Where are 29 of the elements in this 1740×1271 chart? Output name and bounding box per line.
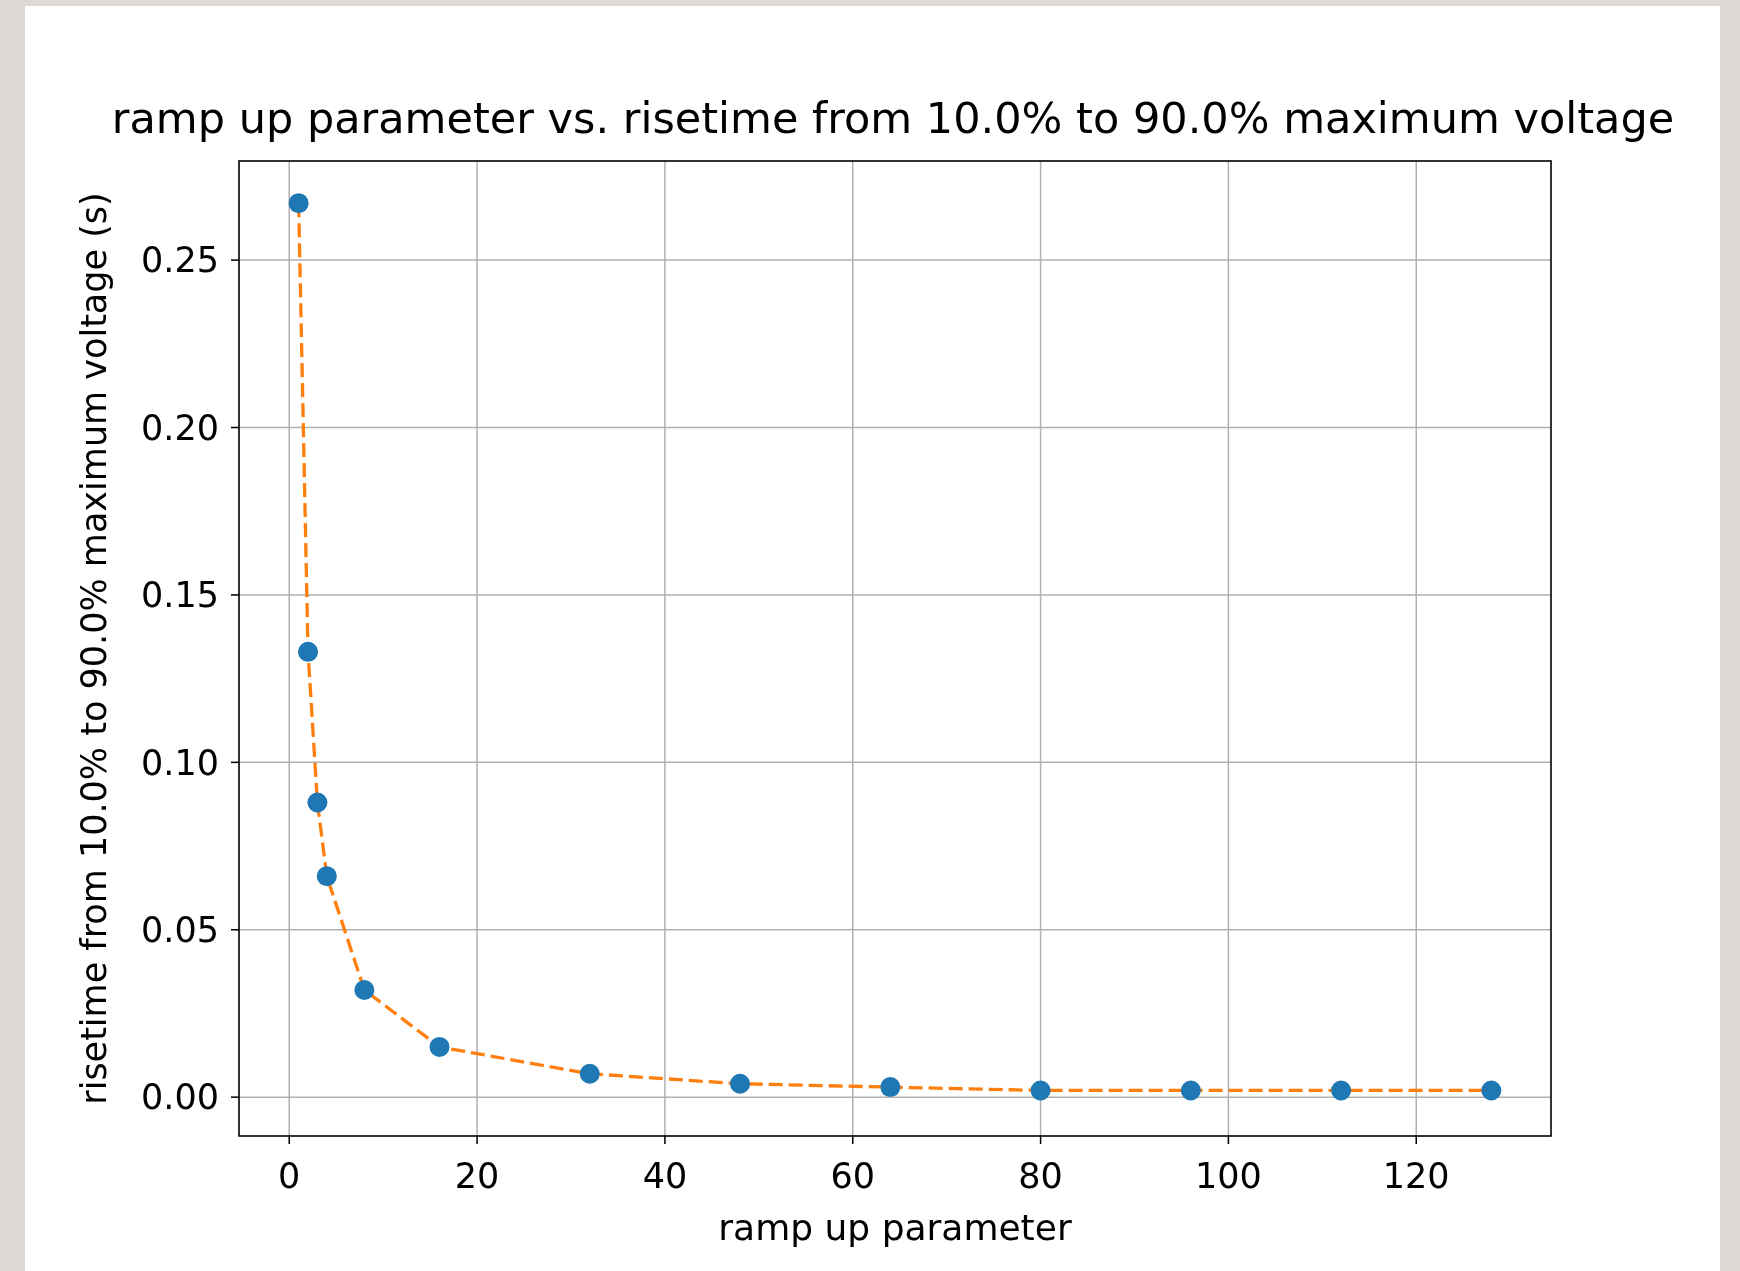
point [880,1077,901,1098]
point [298,641,319,662]
y-axis-title: risetime from 10.0% to 90.0% maximum voltage (s) [74,192,114,1105]
point [354,980,375,1001]
y-tick-label: 0.00 [141,1077,219,1118]
point [1180,1080,1201,1101]
y-tick-label: 0.10 [141,742,219,783]
x-tick-label: 100 [1194,1156,1262,1196]
point [1481,1080,1502,1101]
point [429,1036,450,1057]
x-tick-label: 20 [454,1156,500,1196]
point [1030,1080,1051,1101]
x-tick-label: 80 [1018,1156,1063,1196]
x-axis-title: ramp up parameter [718,1207,1072,1248]
x-tick-label: 60 [830,1156,876,1196]
point [288,193,309,214]
y-tick-label: 0.05 [141,910,219,950]
y-tick-label: 0.15 [141,575,219,616]
x-tick-label: 0 [278,1156,301,1196]
point [579,1063,600,1084]
x-tick-label: 40 [642,1156,688,1196]
point [307,792,328,813]
chart-title: ramp up parameter vs. risetime from 10.0% to 90.0% maximum voltage [111,93,1675,143]
point [1331,1080,1352,1101]
y-tick-label: 0.20 [141,407,219,448]
y-tick-label: 0.25 [141,240,219,281]
point [316,866,337,887]
x-tick-label: 120 [1382,1156,1450,1196]
point [730,1073,751,1094]
